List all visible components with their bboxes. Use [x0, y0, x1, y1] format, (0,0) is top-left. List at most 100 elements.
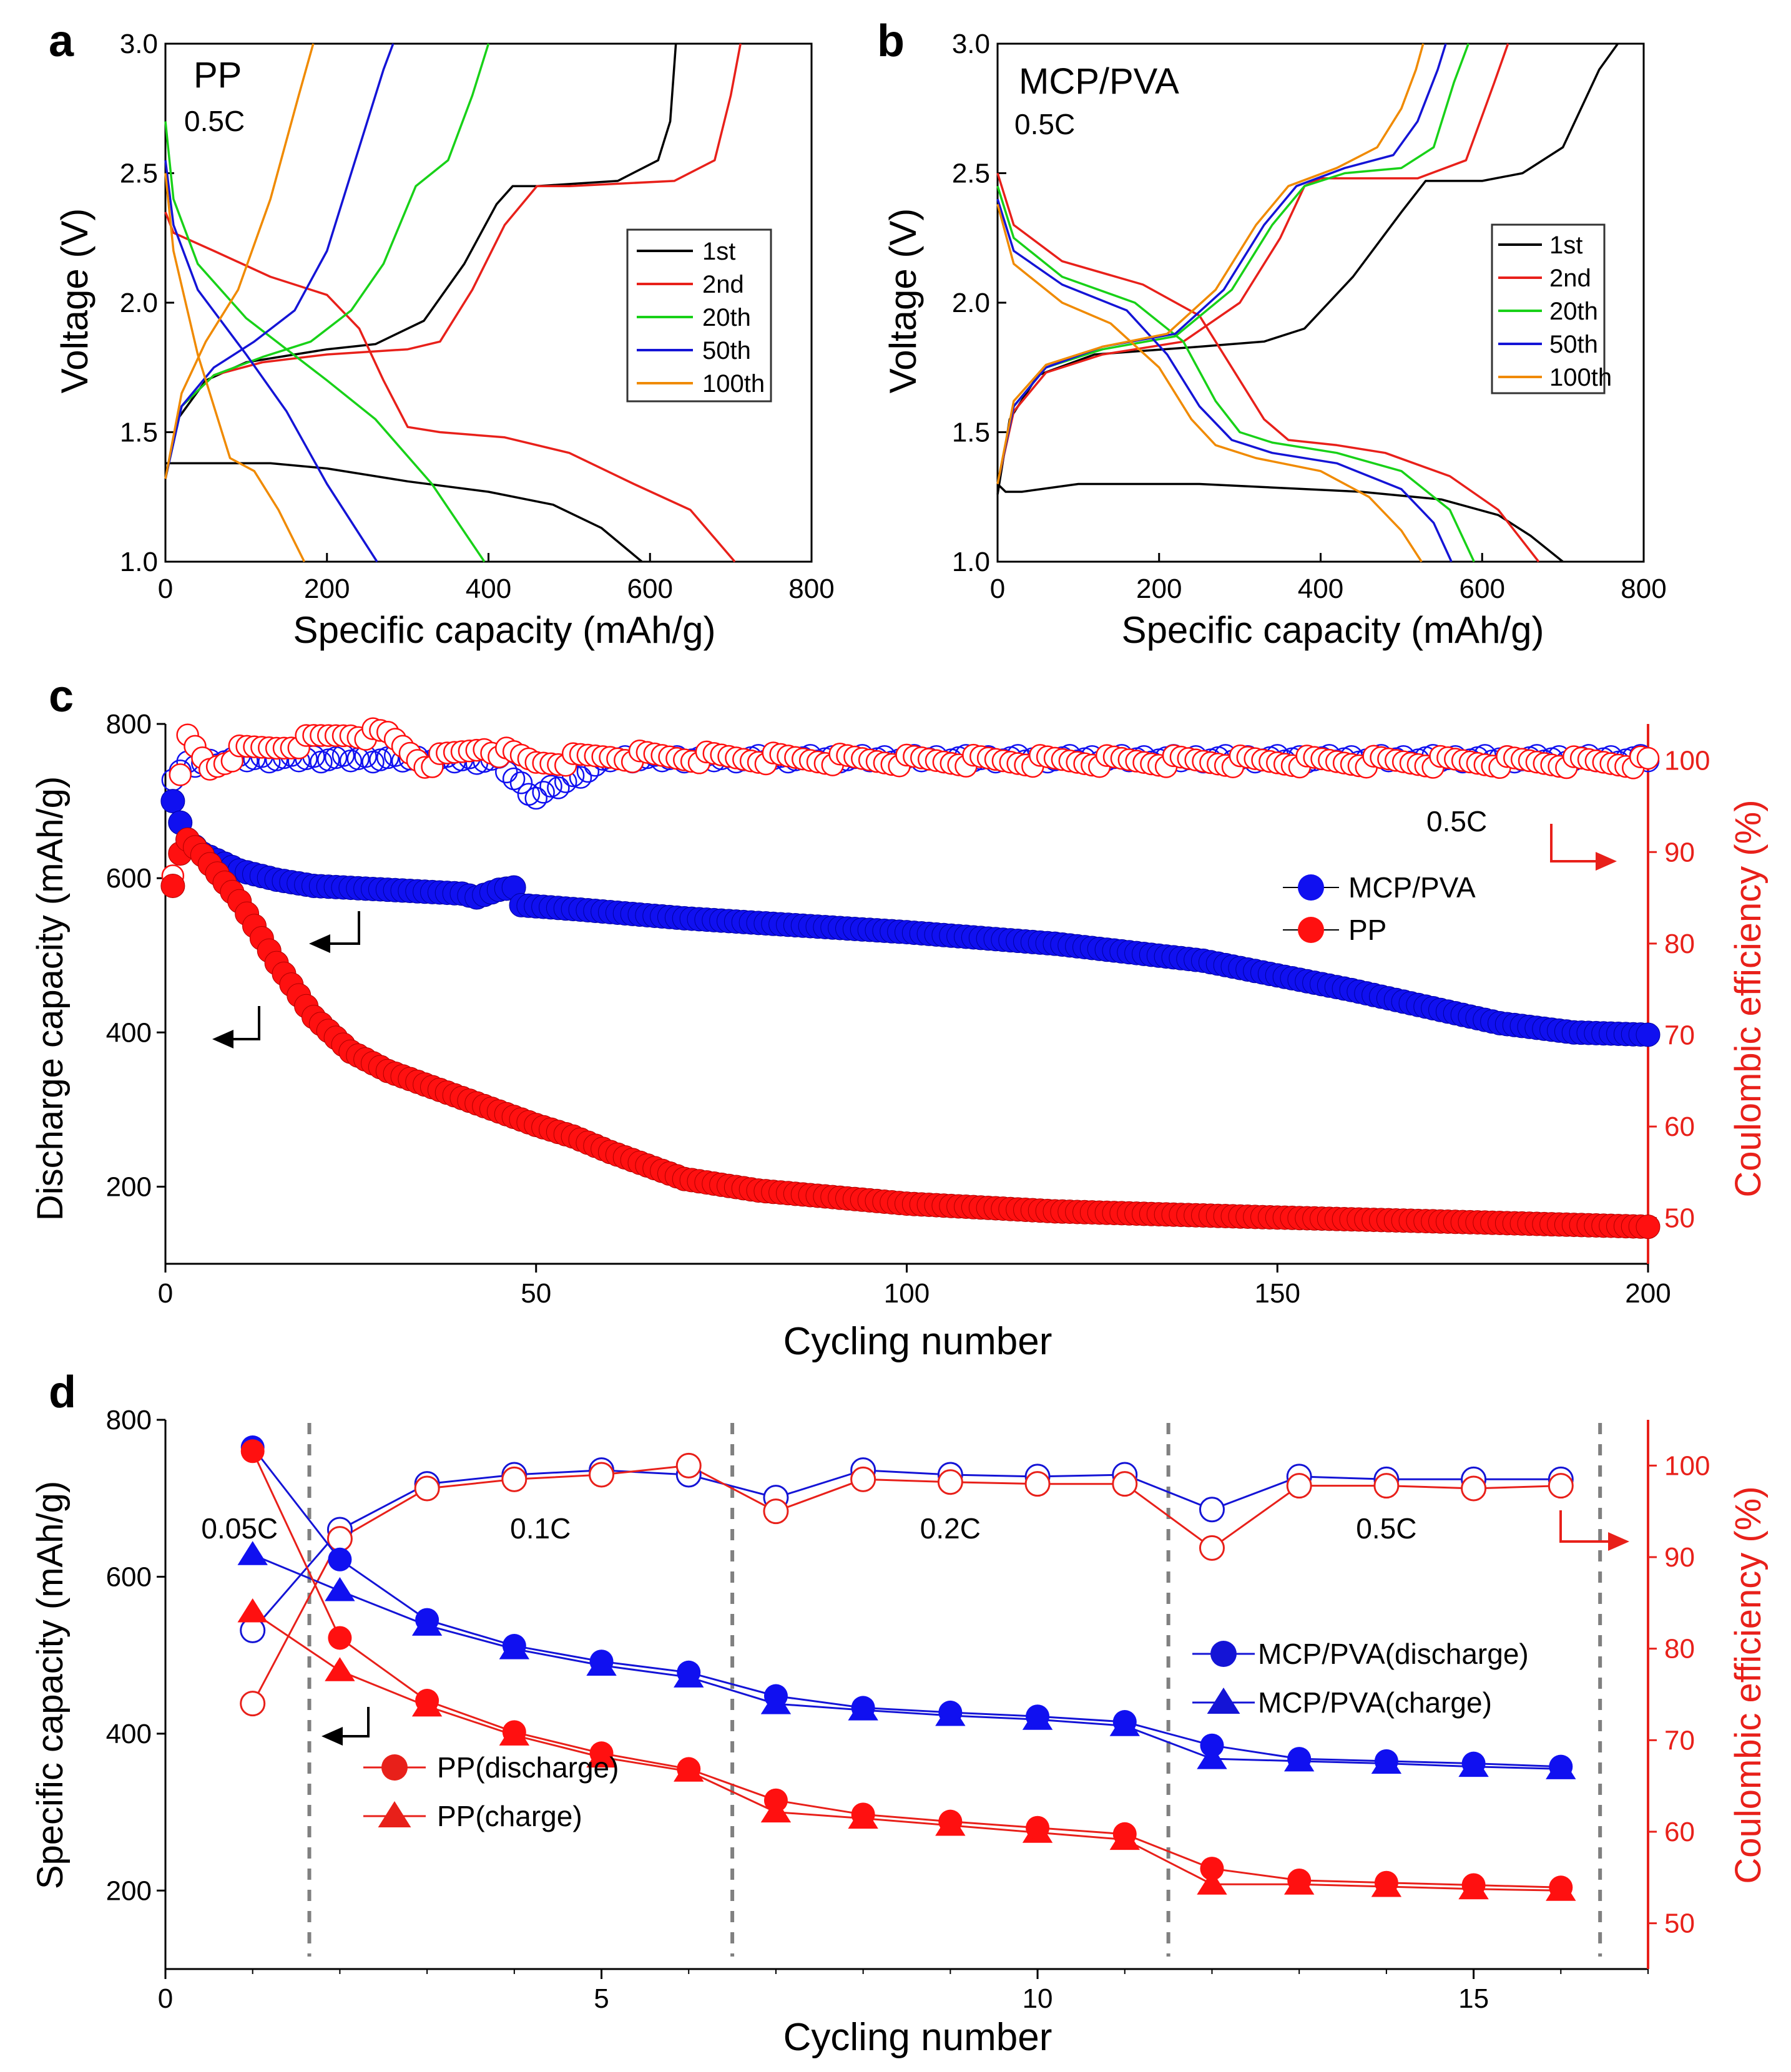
- panel_b-legend-label: 50th: [1549, 331, 1598, 358]
- d-pp-discharge-marker: [415, 1689, 439, 1713]
- panel_b-ytick-label: 3.0: [952, 29, 990, 59]
- panel_a-line-50th-discharge: [164, 160, 378, 562]
- panel-b-legend: [1491, 223, 1606, 394]
- panel-a-plot: 0 200 400 600 800 1.0 1.5 2.0 2.5 3.0: [120, 29, 835, 604]
- d-pp-discharge-marker: [1549, 1875, 1573, 1900]
- d-mcp-discharge-marker: [1026, 1704, 1050, 1729]
- c-ce-mcp-marker: [547, 776, 570, 799]
- panel-c-ylabel-left: Discharge capacity (mAh/g): [30, 776, 71, 1221]
- d-pp-discharge-marker: [1200, 1857, 1224, 1881]
- panel_b-line-100th-charge: [996, 43, 1425, 484]
- panel-b-plot: 0 200 400 600 800 1.0 1.5 2.0 2.5 3.0: [952, 29, 1667, 604]
- d-mcp-charge-marker: [325, 1577, 355, 1601]
- panel_a-legend-label: 100th: [702, 370, 765, 398]
- c-ce-mcp-marker: [361, 750, 385, 774]
- c-ce-pp-marker: [1636, 746, 1660, 770]
- panel_b-line-50th-discharge: [996, 198, 1453, 562]
- d-mcp-discharge-marker: [1549, 1754, 1573, 1779]
- d-xtick-label: 0: [158, 1983, 173, 2014]
- panel_a-xtick-label: 200: [304, 574, 350, 604]
- c-ce-mcp-marker: [532, 781, 555, 804]
- panel_a-line-100th-charge: [164, 43, 315, 479]
- d-mcp-discharge-marker: [328, 1547, 352, 1571]
- d-arrow-capacity: [334, 1707, 370, 1737]
- panel_b-legend-label: 20th: [1549, 298, 1598, 325]
- c-xtick-label: 100: [884, 1278, 930, 1309]
- d-legend-swatch-marker: [1210, 1641, 1237, 1667]
- panel-b-xlabel: Specific capacity (mAh/g): [1122, 609, 1544, 651]
- c-capacity-mcp-marker: [160, 789, 185, 814]
- panel_a-xtick-label: 600: [627, 574, 673, 604]
- d-xtick-label: 10: [1023, 1983, 1053, 2014]
- c-legend-swatch-pp: [1298, 917, 1324, 943]
- c-arrow-ce-head: [1596, 852, 1617, 871]
- c-xtick-label: 150: [1255, 1278, 1300, 1309]
- panel_a-ytick-label: 2.5: [120, 159, 158, 189]
- d-pp-charge-marker: [237, 1598, 268, 1623]
- d-pp-ce-marker: [1112, 1471, 1138, 1497]
- panel-a-ylabel: Voltage (V): [54, 208, 96, 394]
- c-ce-mcp-marker: [339, 749, 363, 773]
- c-ytick-left-label: 200: [106, 1171, 152, 1202]
- d-line-mcp-charge: [252, 1553, 1561, 1770]
- d-legend-swatch-marker: [1207, 1688, 1240, 1714]
- d-mcp-discharge-marker: [415, 1608, 439, 1632]
- c-legend-label-pp: PP: [1348, 914, 1386, 946]
- panel-c-letter: c: [49, 672, 74, 721]
- c-arrow-mcp-head: [309, 934, 330, 953]
- d-rate-label: 0.05C: [201, 1512, 278, 1545]
- d-ytick-left-label: 800: [106, 1405, 152, 1435]
- d-pp-ce-marker: [1024, 1471, 1051, 1497]
- d-mcp-discharge-marker: [1112, 1710, 1137, 1734]
- d-line-pp-charge: [252, 1611, 1561, 1892]
- panel-d-xlabel: Cycling number: [783, 2016, 1053, 2059]
- d-pp-ce-marker: [675, 1452, 702, 1478]
- panel-a-title: PP: [194, 55, 242, 95]
- d-arrow-ce-head: [1608, 1532, 1629, 1551]
- panel_a-xtick-label: 400: [466, 574, 511, 604]
- d-mcp-discharge-marker: [938, 1700, 963, 1724]
- panel_a-ytick-label: 3.0: [120, 29, 158, 59]
- panel_b-legend-label: 2nd: [1549, 265, 1591, 292]
- panel_a-line-50th-charge: [164, 43, 395, 479]
- d-pp-charge-marker: [1197, 1870, 1227, 1895]
- d-ytick-left-label: 400: [106, 1719, 152, 1749]
- panel_a-ytick-label: 1.0: [120, 547, 158, 577]
- d-pp-discharge-marker: [677, 1757, 701, 1781]
- panel_a-line-2nd-charge: [164, 43, 742, 479]
- panel_a-line-100th-discharge: [164, 173, 306, 562]
- panel-d-ylabel-left: Specific capacity (mAh/g): [30, 1481, 71, 1889]
- d-pp-discharge-marker: [1026, 1815, 1050, 1840]
- panel_b-line-1st-discharge: [996, 482, 1564, 563]
- d-mcp-discharge-marker: [589, 1649, 614, 1674]
- panel_b-ytick-label: 1.5: [952, 418, 990, 448]
- d-ytick-right-label: 70: [1664, 1725, 1695, 1756]
- panel_b-line-50th-charge: [996, 43, 1447, 484]
- c-ce-mcp-marker: [569, 766, 592, 789]
- panel_b-xtick-label: 400: [1298, 574, 1343, 604]
- panel_a-line-20th-charge: [164, 43, 490, 479]
- d-ytick-right-label: 60: [1664, 1817, 1695, 1847]
- panel_a-line-1st-discharge: [165, 462, 643, 563]
- d-pp-discharge-marker: [1461, 1873, 1486, 1897]
- d-line-mcp-ce: [252, 1469, 1561, 1631]
- c-ce-mcp-marker: [539, 775, 562, 798]
- d-mcp-charge-marker: [237, 1541, 268, 1565]
- panel-a: a PP 0.5C 0 200 400 600 800 1.0 1.5 2.0 2.5 3.0 1…: [49, 16, 835, 651]
- d-pp-discharge-marker: [328, 1626, 352, 1650]
- d-mcp-discharge-marker: [1200, 1733, 1224, 1757]
- panel_b-legend-label: 100th: [1549, 364, 1612, 391]
- panel_a-xtick-label: 800: [788, 574, 834, 604]
- d-mcp-discharge-marker: [851, 1696, 875, 1720]
- c-ytick-right-label: 90: [1664, 837, 1695, 867]
- panel_a-legend-label: 1st: [702, 238, 735, 265]
- c-legend-label-mcp: MCP/PVA: [1348, 871, 1476, 904]
- d-xtick-label: 15: [1458, 1983, 1489, 2014]
- panel_b-ytick-label: 2.0: [952, 288, 990, 318]
- panel-c-legend: MCP/PVA PP: [1283, 871, 1476, 946]
- d-pp-ce-marker: [763, 1498, 789, 1525]
- c-ce-mcp-marker: [310, 750, 333, 774]
- panel-d: d 0 5 10 15 200 400 600 800 50 60 70 80 90 100 0.05C 0.…: [30, 1367, 1769, 2059]
- d-pp-discharge-marker: [938, 1809, 963, 1834]
